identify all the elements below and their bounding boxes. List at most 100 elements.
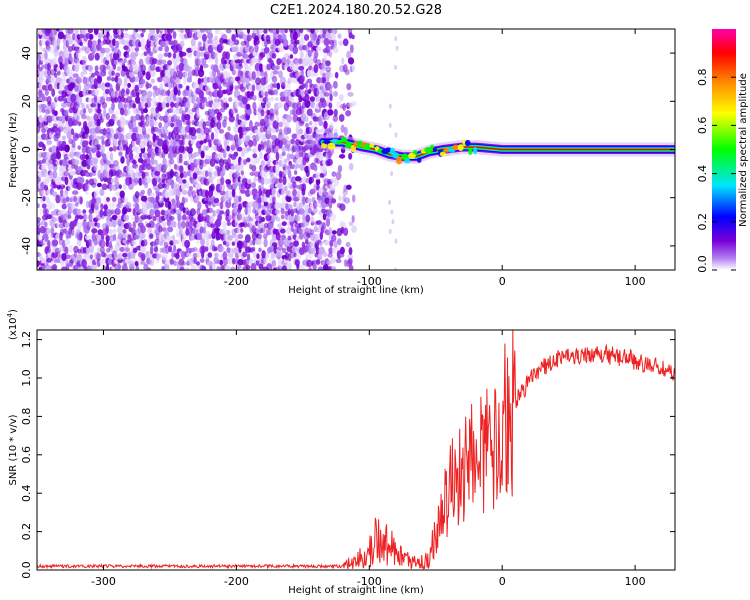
- spectrogram-cell: [135, 146, 140, 155]
- spectrogram-cell: [286, 204, 293, 211]
- spectrogram-cell: [119, 190, 125, 199]
- spectrogram-cell: [324, 240, 330, 246]
- spectrogram-cell: [276, 82, 281, 90]
- spectrogram-cell: [86, 214, 91, 220]
- spectrogram-cell: [348, 152, 353, 160]
- spectrogram-cell: [129, 70, 135, 79]
- spectrogram-cell: [66, 34, 74, 41]
- spectrogram-cell: [265, 103, 269, 110]
- spectrogram-cell: [252, 101, 257, 111]
- spectrogram-cell: [123, 108, 128, 117]
- spectrogram-cell: [246, 29, 251, 35]
- spectrogram-cell: [190, 127, 197, 137]
- spectrogram-cell: [128, 260, 135, 267]
- spectrogram-cell: [313, 233, 319, 243]
- spectrogram-cell: [62, 171, 66, 178]
- spectrogram-cell: [180, 51, 187, 57]
- spectrogram-cell: [81, 63, 88, 72]
- spectrogram-cell: [254, 121, 260, 128]
- spectrogram-cell: [70, 128, 75, 136]
- spectrogram-cell: [275, 116, 280, 123]
- spectrogram-cell: [252, 94, 257, 101]
- spectrogram-cell: [224, 265, 232, 270]
- spectrogram-cell: [333, 90, 339, 97]
- spectrogram-cell: [315, 178, 321, 186]
- spectrogram-cell: [271, 188, 277, 198]
- spectrogram-cell: [107, 209, 114, 216]
- spectrogram-cell: [102, 153, 107, 160]
- spectrogram-cell: [70, 227, 75, 236]
- spectrogram-cell: [108, 228, 113, 235]
- spectrogram-cell: [91, 133, 97, 143]
- spectrogram-cell: [269, 244, 275, 253]
- spectrogram-cell: [128, 182, 134, 191]
- spectrogram-cell: [333, 128, 338, 134]
- spectrogram-cell: [136, 89, 143, 95]
- spectrogram-cell: [105, 247, 111, 253]
- spectrogram-cell: [351, 65, 356, 72]
- spectrogram-cell: [184, 70, 189, 80]
- spectrogram-cell: [149, 119, 155, 128]
- spectrogram-cell: [329, 93, 333, 102]
- spectrogram-cell: [188, 70, 193, 79]
- spectrogram-cell: [295, 138, 301, 146]
- spectrogram-cell: [61, 135, 67, 141]
- spectrogram-cell: [347, 257, 353, 266]
- spectrogram-cell: [271, 52, 277, 59]
- spectrogram-cell: [258, 215, 263, 225]
- spectrogram-cell: [97, 229, 104, 236]
- spectrogram-cell: [314, 50, 319, 59]
- spectrogram-cell: [286, 114, 293, 123]
- spectrogram-cell: [196, 50, 201, 59]
- spectrogram-cell: [306, 198, 312, 204]
- spectrogram-cell: [281, 151, 286, 157]
- spectrogram-cell: [286, 190, 291, 197]
- spectrogram-cell: [84, 46, 90, 54]
- spectrogram-cell: [46, 257, 53, 263]
- spectrogram-cell: [97, 82, 102, 89]
- spectrogram-cell: [301, 83, 306, 89]
- spectrogram-cell: [202, 145, 207, 152]
- spectrogram-cell: [104, 88, 110, 95]
- spectrogram-cell: [51, 239, 59, 247]
- spectrogram-cell: [120, 32, 124, 38]
- spectrogram-cell: [78, 177, 85, 184]
- spectrogram-cell: [303, 145, 310, 151]
- spectrogram-cell: [134, 95, 141, 104]
- spectrogram-cell: [140, 100, 145, 109]
- spectrogram-cell: [266, 202, 271, 209]
- spectrogram-cell: [46, 96, 52, 105]
- spectrogram-cell: [113, 133, 119, 140]
- spectrogram-cell: [222, 89, 228, 95]
- spectrogram-cell: [195, 58, 201, 67]
- spectrogram-cell: [87, 159, 93, 167]
- spectrogram-cell: [316, 46, 322, 52]
- spectrogram-cell: [286, 152, 291, 161]
- spectrogram-cell: [240, 58, 244, 64]
- spectrogram-cell: [59, 188, 64, 197]
- spectrogram-cell: [58, 183, 66, 190]
- spectrogram-cell: [172, 31, 177, 39]
- snr-xlabel: Height of straight line (km): [288, 585, 424, 596]
- spectrogram-cell: [114, 207, 121, 216]
- spectrogram-cell: [347, 91, 354, 97]
- spectrogram-cell: [177, 177, 184, 184]
- spectrogram-cell: [85, 179, 89, 185]
- spectrogram-cell: [248, 45, 255, 55]
- spectrogram-cell: [222, 251, 228, 260]
- spectrogram-cell: [284, 29, 288, 34]
- spectrogram-cell: [110, 77, 116, 82]
- spectrogram-cell: [205, 238, 210, 248]
- spectrogram-cell: [179, 97, 183, 103]
- colorbar-label: Normalized spectral amplitude: [738, 73, 749, 227]
- spectrogram-cell: [331, 247, 336, 255]
- spectrogram-cell: [44, 208, 49, 216]
- spectrogram-cell: [158, 253, 162, 259]
- spectrogram-cell: [331, 234, 337, 242]
- spectrogram-cell: [246, 157, 251, 163]
- spectrogram-cell: [149, 208, 154, 218]
- spectrogram-cell: [52, 101, 58, 108]
- spectrogram-cell: [295, 163, 301, 169]
- spectrogram-cell: [113, 252, 119, 261]
- spectrogram-cell: [323, 92, 330, 97]
